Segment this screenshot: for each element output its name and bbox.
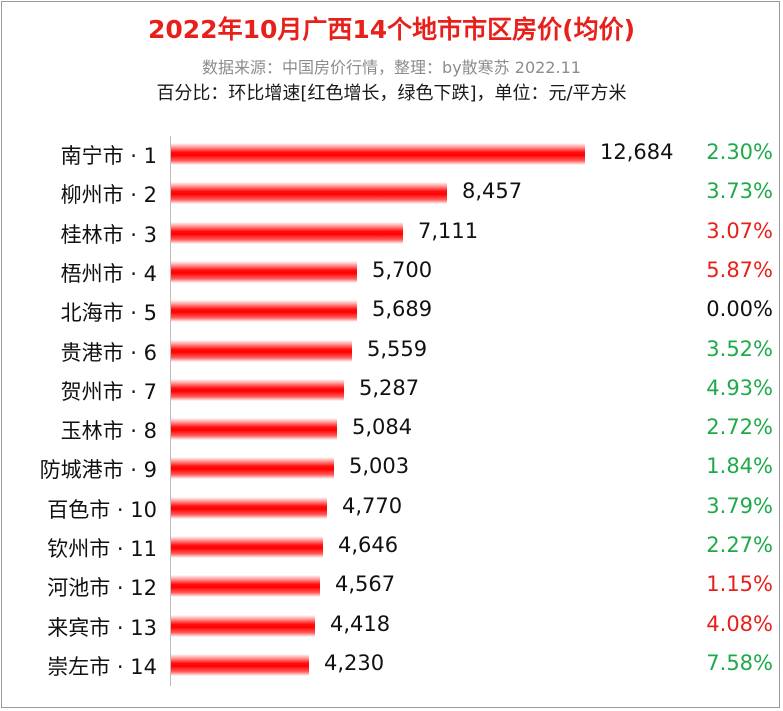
price-bar [171, 614, 315, 637]
value-label: 5,084 [352, 415, 413, 440]
price-bar [171, 182, 447, 205]
mom-change-label: 5.87% [706, 257, 773, 282]
value-label: 4,230 [324, 650, 385, 675]
value-label: 4,646 [338, 533, 399, 557]
mom-change-label: 2.30% [706, 140, 773, 164]
bar-row: 南宁市 · 1 12,684 2.30% [0, 134, 783, 173]
category-label: 南宁市 · 1 [60, 144, 157, 168]
value-label: 5,689 [372, 297, 433, 322]
price-bar [171, 457, 334, 480]
price-bar [171, 221, 403, 244]
mom-change-label: 1.15% [706, 572, 773, 597]
chart-title: 2022年10月广西14个地市市区房价(均价) [147, 15, 635, 44]
value-label: 4,567 [335, 572, 396, 597]
value-label: 5,700 [372, 257, 433, 282]
mom-change-label: 3.52% [706, 336, 773, 361]
mom-change-label: 4.08% [706, 611, 773, 636]
price-bar [171, 378, 344, 401]
category-label: 柳州市 · 2 [60, 183, 157, 208]
category-label: 贵港市 · 6 [60, 340, 157, 365]
bar-row: 桂林市 · 3 7,111 3.07% [0, 213, 783, 252]
value-label: 5,559 [367, 336, 428, 361]
bar-row: 贺州市 · 7 5,287 4.93% [0, 370, 783, 409]
category-label: 钦州市 · 11 [47, 537, 157, 561]
mom-change-label: 2.27% [706, 533, 773, 557]
bar-row: 防城港市 · 9 5,003 1.84% [0, 448, 783, 487]
mom-change-label: 3.73% [706, 179, 773, 204]
price-bar [171, 143, 585, 165]
bar-row: 来宾市 · 13 4,418 4.08% [0, 606, 783, 645]
price-bar [171, 575, 320, 598]
value-label: 12,684 [600, 140, 674, 164]
bar-row: 柳州市 · 2 8,457 3.73% [0, 173, 783, 212]
price-bar [171, 260, 357, 283]
price-bar [171, 339, 352, 362]
category-label: 崇左市 · 14 [47, 654, 157, 679]
price-bar [171, 418, 337, 441]
category-label: 百色市 · 10 [47, 497, 157, 522]
value-label: 8,457 [462, 179, 523, 204]
bar-row: 玉林市 · 8 5,084 2.72% [0, 409, 783, 448]
price-bar [171, 536, 323, 558]
mom-change-label: 3.07% [706, 218, 773, 243]
mom-change-label: 7.58% [706, 650, 773, 675]
bar-row: 百色市 · 10 4,770 3.79% [0, 488, 783, 527]
category-label: 来宾市 · 13 [47, 615, 157, 640]
bar-row: 贵港市 · 6 5,559 3.52% [0, 331, 783, 370]
value-label: 5,287 [359, 375, 420, 400]
data-source-note: 数据来源：中国房价行情，整理：by散寒苏 2022.11 [202, 58, 581, 77]
price-bar [171, 653, 309, 676]
category-label: 河池市 · 12 [47, 576, 157, 601]
category-label: 玉林市 · 8 [60, 419, 157, 444]
legend-note: 百分比：环比增速[红色增长，绿色下跌]，单位：元/平方米 [156, 83, 627, 104]
category-label: 防城港市 · 9 [39, 458, 157, 483]
price-bar [171, 300, 357, 323]
bar-row: 钦州市 · 11 4,646 2.27% [0, 527, 783, 566]
mom-change-label: 3.79% [706, 493, 773, 518]
value-label: 7,111 [418, 218, 479, 243]
bar-row: 崇左市 · 14 4,230 7.58% [0, 645, 783, 684]
mom-change-label: 2.72% [706, 415, 773, 440]
bar-row: 河池市 · 12 4,567 1.15% [0, 566, 783, 605]
category-label: 北海市 · 5 [60, 301, 157, 326]
mom-change-label: 4.93% [706, 375, 773, 400]
value-label: 4,770 [342, 493, 403, 518]
mom-change-label: 0.00% [706, 297, 773, 322]
value-label: 5,003 [349, 454, 410, 479]
mom-change-label: 1.84% [706, 454, 773, 479]
value-label: 4,418 [330, 611, 391, 636]
category-label: 桂林市 · 3 [60, 222, 157, 247]
y-axis-line [170, 136, 171, 686]
price-bar [171, 496, 327, 519]
category-label: 梧州市 · 4 [60, 261, 157, 286]
bar-row: 北海市 · 5 5,689 0.00% [0, 291, 783, 330]
category-label: 贺州市 · 7 [60, 379, 157, 404]
bar-row: 梧州市 · 4 5,700 5.87% [0, 252, 783, 291]
